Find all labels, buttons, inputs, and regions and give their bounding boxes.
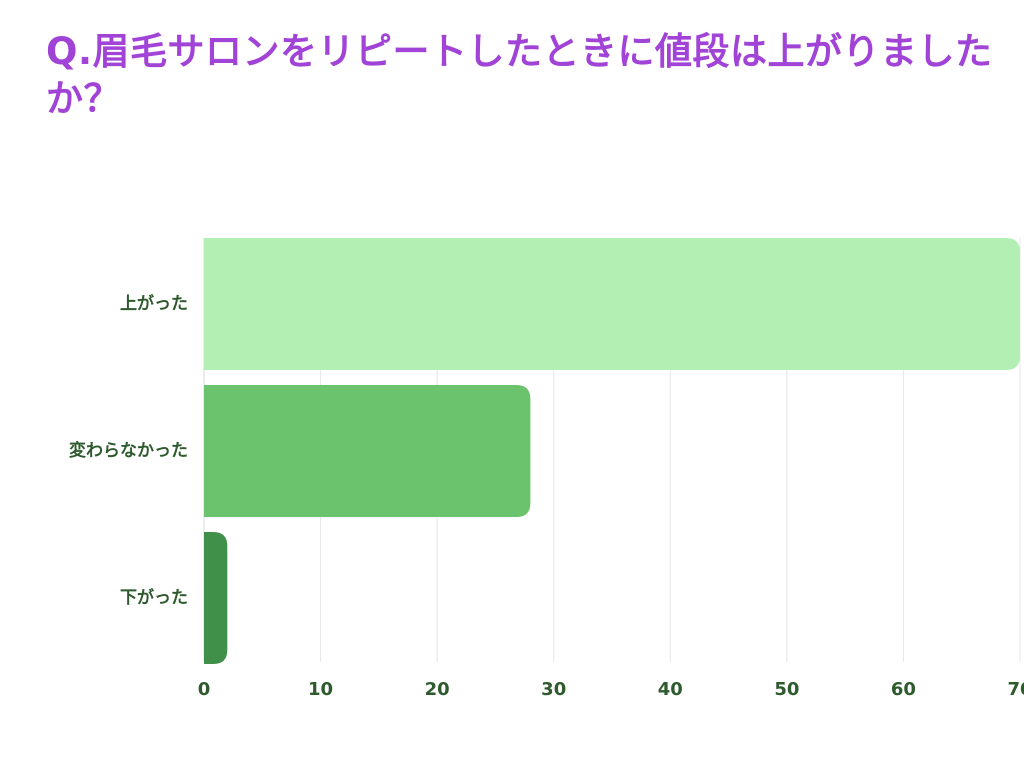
x-tick-label: 70 [1007, 679, 1024, 700]
x-tick-label: 30 [541, 679, 566, 700]
bar-2 [204, 385, 531, 517]
x-tick-label: 20 [425, 679, 450, 700]
category-label: 下がった [120, 587, 188, 608]
category-label: 上がった [120, 293, 188, 314]
x-tick-label: 50 [774, 679, 799, 700]
category-label: 変わらなかった [69, 440, 188, 461]
x-tick-label: 60 [891, 679, 916, 700]
x-axis-ticks: 0 10 20 30 40 50 60 70 [198, 679, 1024, 700]
bar-3 [204, 532, 228, 664]
bar-series [204, 238, 1020, 664]
x-tick-label: 0 [198, 679, 211, 700]
x-tick-label: 40 [658, 679, 683, 700]
x-tick-label: 10 [308, 679, 333, 700]
bar-1 [204, 238, 1020, 370]
chart-title: Q.眉毛サロンをリピートしたときに値段は上がりましたか？ [46, 30, 993, 120]
